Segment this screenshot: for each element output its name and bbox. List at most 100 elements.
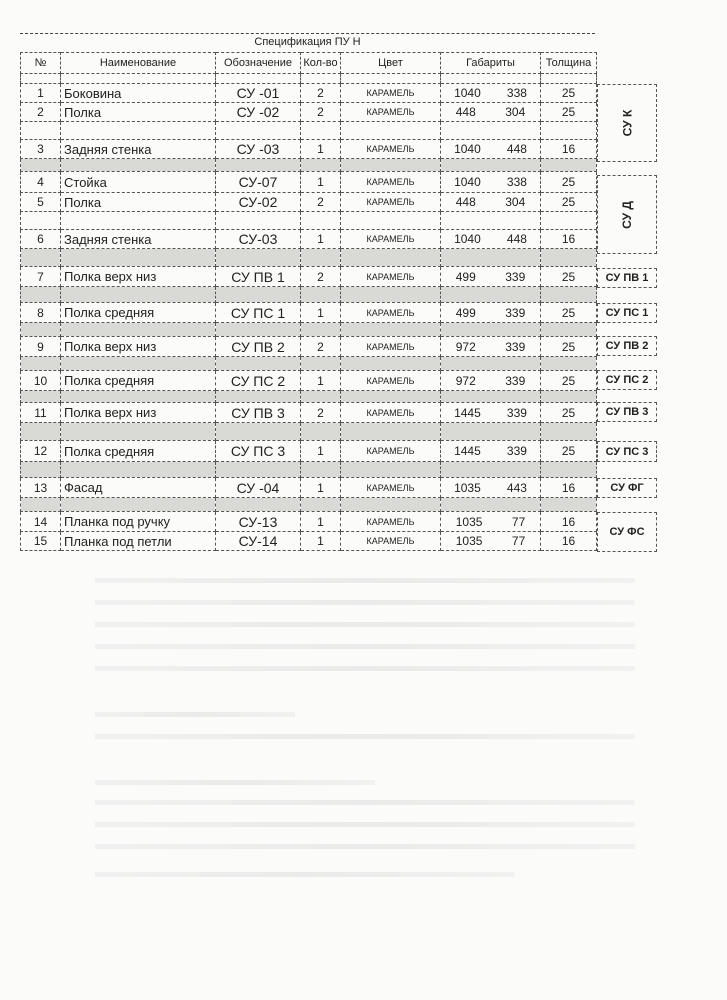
dimensions: 1445 339 (440, 402, 541, 423)
separator-row (20, 248, 597, 267)
empty-cell (540, 286, 597, 303)
row-number: 7 (20, 266, 61, 287)
empty-cell (340, 286, 441, 303)
color: КАРАМЕЛЬ (340, 102, 441, 122)
row-number: 1 (20, 83, 61, 103)
show-through-text (95, 844, 635, 849)
group-label-text: СУ К (619, 109, 634, 137)
empty-cell (300, 322, 341, 337)
part-name: Фасад (60, 477, 216, 498)
quantity: 2 (300, 402, 341, 423)
color: КАРАМЕЛЬ (340, 302, 441, 323)
empty-cell (20, 248, 61, 267)
empty-cell (60, 248, 216, 267)
group-label-text: СУ Д (619, 200, 634, 229)
dimension-width: 448 (506, 232, 527, 246)
color: КАРАМЕЛЬ (340, 477, 441, 498)
thickness: 25 (540, 102, 597, 122)
empty-cell (20, 422, 61, 441)
table-row: 4 Стойка СУ-07 1 КАРАМЕЛЬ 1040 338 25 (20, 171, 597, 193)
show-through-text (95, 712, 295, 717)
row-number: 14 (20, 511, 61, 532)
empty-cell (540, 121, 597, 140)
part-name: Полка верх низ (60, 336, 216, 357)
empty-cell (340, 390, 441, 403)
empty-cell (440, 158, 541, 172)
empty-cell (215, 158, 301, 172)
group-label-text: СУ ПС 3 (605, 445, 649, 458)
table-row: 13 Фасад СУ -04 1 КАРАМЕЛЬ 1035 443 16 (20, 477, 597, 498)
quantity: 2 (300, 192, 341, 212)
table-row: 14 Планка под ручку СУ-13 1 КАРАМЕЛЬ 1035 77 16 (20, 511, 597, 532)
part-code: СУ -02 (215, 102, 301, 122)
empty-cell (20, 121, 61, 140)
part-name: Боковина (60, 83, 216, 103)
dimension-length: 499 (455, 269, 476, 284)
quantity: 2 (300, 336, 341, 357)
empty-cell (20, 158, 61, 172)
empty-cell (340, 322, 441, 337)
empty-cell (540, 322, 597, 337)
part-code: СУ -04 (215, 477, 301, 498)
group-label: СУ ПС 3 (597, 441, 657, 462)
table-row: 11 Полка верх низ СУ ПВ 3 2 КАРАМЕЛЬ 1445 339 2… (20, 402, 597, 423)
separator-row (20, 390, 597, 403)
show-through-text (95, 622, 635, 627)
dimension-width: 339 (505, 373, 526, 388)
row-number: 2 (20, 102, 61, 122)
header-row: № Наименование Обозначение Кол-во Цвет Г… (20, 52, 597, 74)
part-name: Полка средняя (60, 302, 216, 323)
dimensions: 1040 448 (440, 139, 541, 159)
group-label: СУ ПВ 3 (597, 402, 657, 422)
header-cell: Обозначение (215, 52, 301, 74)
header-cell: Цвет (340, 52, 441, 74)
thickness: 25 (540, 171, 597, 193)
part-name: Полка средняя (60, 370, 216, 391)
empty-cell (440, 461, 541, 478)
group-label: СУ ПВ 2 (597, 336, 657, 356)
empty-cell (440, 121, 541, 140)
empty-cell (215, 322, 301, 337)
dimension-width: 77 (511, 534, 526, 548)
dimension-length: 1040 (454, 86, 481, 100)
part-name: Полка верх низ (60, 266, 216, 287)
color: КАРАМЕЛЬ (340, 370, 441, 391)
quantity: 2 (300, 102, 341, 122)
group-label-text: СУ ФГ (610, 482, 644, 494)
dimension-width: 339 (506, 405, 527, 420)
blank-row (20, 121, 597, 140)
empty-cell (60, 497, 216, 512)
table-row: 8 Полка средняя СУ ПС 1 1 КАРАМЕЛЬ 499 339 25 (20, 302, 597, 323)
show-through-text (95, 644, 635, 649)
empty-cell (215, 461, 301, 478)
table-row: 10 Полка средняя СУ ПС 2 1 КАРАМЕЛЬ 972 339 25 (20, 370, 597, 391)
empty-cell (540, 356, 597, 371)
empty-cell (440, 497, 541, 512)
quantity: 1 (300, 440, 341, 462)
part-code: СУ ПВ 3 (215, 402, 301, 423)
empty-cell (215, 422, 301, 441)
row-number: 8 (20, 302, 61, 323)
thickness: 16 (540, 477, 597, 498)
dimensions: 1445 339 (440, 440, 541, 462)
table-row: 12 Полка средняя СУ ПС 3 1 КАРАМЕЛЬ 1445 339 25 (20, 440, 597, 462)
empty-cell (20, 322, 61, 337)
empty-cell (60, 322, 216, 337)
part-code: СУ ПС 2 (215, 370, 301, 391)
dimensions: 448 304 (440, 192, 541, 212)
empty-cell (60, 390, 216, 403)
empty-cell (60, 73, 216, 84)
thickness: 25 (540, 192, 597, 212)
empty-cell (215, 497, 301, 512)
dimension-length: 972 (455, 339, 476, 354)
empty-cell (20, 461, 61, 478)
part-code: СУ ПС 1 (215, 302, 301, 323)
header-cell: Толщина (540, 52, 597, 74)
empty-cell (20, 286, 61, 303)
empty-cell (440, 422, 541, 441)
empty-cell (60, 211, 216, 230)
color: КАРАМЕЛЬ (340, 402, 441, 423)
empty-cell (540, 497, 597, 512)
table-row: 2 Полка СУ -02 2 КАРАМЕЛЬ 448 304 25 (20, 102, 597, 122)
color: КАРАМЕЛЬ (340, 511, 441, 532)
